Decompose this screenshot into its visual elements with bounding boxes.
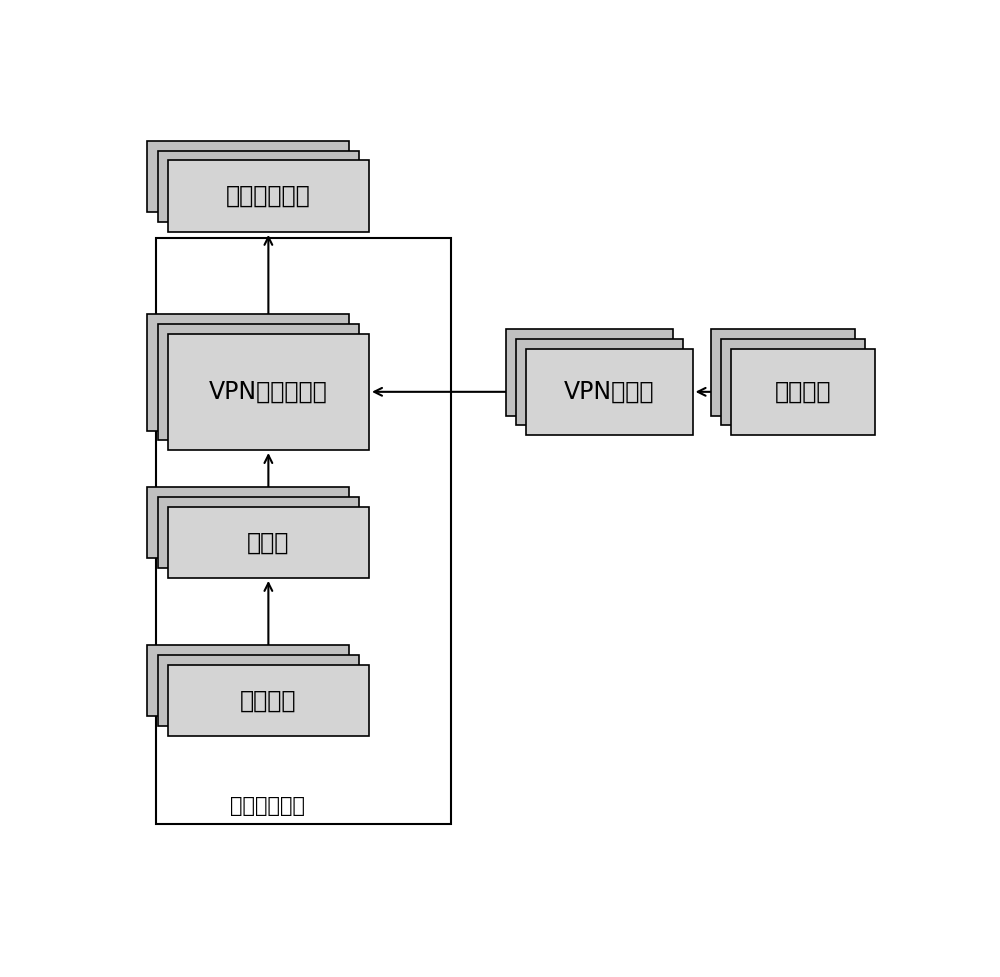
Bar (731, 349, 875, 435)
Bar (721, 339, 865, 425)
Text: 业务软件: 业务软件 (240, 688, 297, 712)
Bar (158, 150, 359, 222)
Text: 动态库: 动态库 (247, 531, 290, 554)
Text: 移动终端设备: 移动终端设备 (230, 795, 305, 816)
Bar (147, 314, 349, 431)
Bar (156, 237, 450, 825)
Text: 公共网络服务: 公共网络服务 (226, 185, 311, 208)
Bar (158, 323, 359, 441)
Bar (147, 141, 349, 212)
Bar (147, 487, 349, 559)
Bar (168, 160, 369, 232)
Bar (516, 339, 683, 425)
Text: 业务系统: 业务系统 (775, 380, 831, 404)
Bar (168, 506, 369, 578)
Bar (147, 645, 349, 716)
Bar (711, 329, 855, 415)
Bar (168, 333, 369, 450)
Text: VPN服务端: VPN服务端 (564, 380, 655, 404)
Text: VPN客户端软件: VPN客户端软件 (209, 380, 328, 404)
Bar (168, 664, 369, 736)
Bar (158, 655, 359, 726)
Bar (526, 349, 693, 435)
Bar (506, 329, 673, 415)
Bar (158, 496, 359, 569)
